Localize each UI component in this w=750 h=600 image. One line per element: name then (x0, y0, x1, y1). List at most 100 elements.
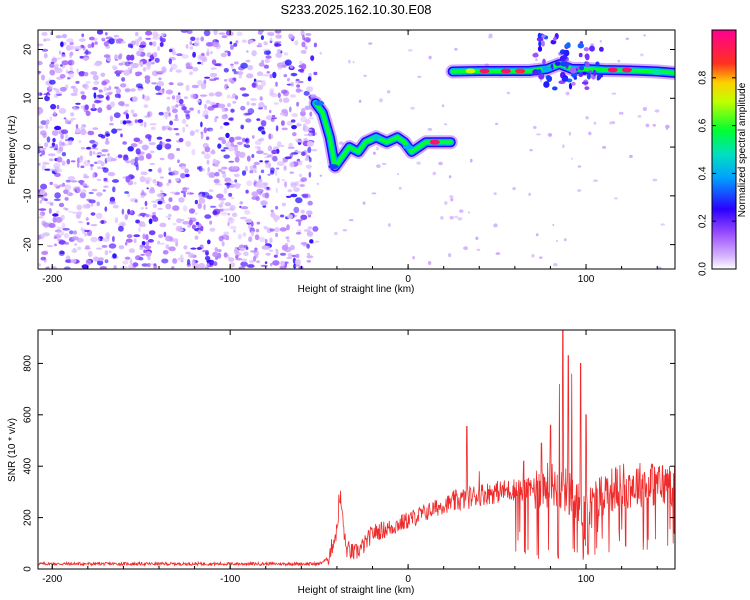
noise-speckle (244, 165, 248, 172)
noise-speckle (304, 157, 310, 162)
noise-speckle (118, 225, 124, 232)
noise-speckle (173, 128, 179, 131)
noise-speckle (101, 39, 106, 42)
noise-speckle (104, 250, 109, 256)
noise-speckle (269, 74, 273, 79)
noise-speckle (304, 105, 311, 111)
noise-speckle (244, 209, 251, 215)
noise-speckle (416, 161, 421, 165)
noise-speckle (203, 127, 207, 134)
noise-speckle (189, 107, 194, 111)
noise-speckle (258, 236, 266, 243)
noise-speckle (246, 101, 250, 106)
noise-speckle (224, 202, 232, 207)
noise-speckle (229, 44, 234, 50)
noise-speckle (58, 146, 64, 152)
noise-speckle (116, 40, 119, 44)
noise-speckle (218, 32, 226, 35)
noise-speckle (103, 185, 109, 188)
noise-speckle (108, 85, 112, 91)
noise-speckle (260, 35, 264, 40)
noise-speckle (90, 166, 93, 171)
noise-speckle (153, 51, 158, 58)
noise-speckle (201, 52, 205, 56)
noise-speckle (281, 144, 285, 148)
noise-speckle (93, 80, 100, 85)
noise-speckle (200, 133, 204, 140)
noise-speckle (260, 169, 265, 174)
noise-speckle (77, 221, 84, 224)
noise-speckle (87, 250, 93, 257)
noise-speckle (126, 123, 134, 127)
signal-speckle (585, 61, 590, 68)
y-tick-label: 20 (23, 44, 34, 56)
noise-speckle (51, 130, 59, 136)
noise-speckle (105, 96, 109, 100)
noise-speckle (45, 123, 48, 130)
noise-speckle (97, 237, 101, 242)
noise-speckle (271, 149, 277, 155)
noise-speckle (120, 221, 126, 225)
noise-speckle (251, 196, 259, 200)
noise-speckle (54, 166, 59, 173)
noise-speckle (218, 203, 223, 208)
noise-speckle (286, 224, 290, 231)
noise-speckle (70, 258, 77, 264)
noise-speckle (259, 160, 263, 163)
noise-speckle (109, 123, 114, 126)
noise-speckle (101, 244, 108, 248)
noise-speckle (264, 261, 268, 264)
noise-speckle (69, 51, 74, 56)
colorbar-gradient (711, 29, 737, 270)
noise-speckle (149, 41, 153, 46)
noise-speckle (72, 87, 79, 94)
noise-speckle (107, 171, 116, 177)
noise-speckle (246, 218, 253, 224)
noise-speckle (166, 182, 170, 187)
noise-speckle (125, 113, 129, 120)
noise-speckle (238, 74, 242, 79)
noise-speckle (363, 74, 367, 77)
signal-track-band (313, 101, 453, 169)
noise-speckle (348, 59, 351, 64)
noise-speckle (169, 69, 173, 73)
noise-speckle (172, 258, 178, 264)
noise-speckle (236, 71, 244, 75)
noise-speckle (152, 203, 158, 209)
noise-speckle (206, 51, 210, 57)
noise-speckle (96, 201, 100, 207)
noise-speckle (277, 141, 282, 148)
noise-speckle (229, 41, 233, 45)
noise-speckle (148, 142, 156, 146)
noise-speckle (381, 162, 387, 165)
noise-speckle (111, 128, 118, 134)
noise-speckle (122, 156, 129, 161)
noise-speckle (199, 94, 208, 97)
noise-speckle (247, 65, 254, 71)
noise-speckle (251, 191, 259, 198)
noise-speckle (220, 201, 225, 205)
noise-speckle (90, 107, 97, 112)
noise-speckle (308, 157, 312, 163)
noise-speckle (145, 234, 149, 241)
noise-speckle (185, 114, 191, 120)
noise-speckle (81, 33, 85, 38)
noise-speckle (304, 45, 308, 50)
colorbar: 0.0 0.2 0.4 0.6 0.8 Normalized spectral ampl… (698, 29, 748, 276)
noise-speckle (228, 217, 233, 222)
noise-speckle (92, 74, 99, 81)
noise-speckle (75, 102, 81, 105)
noise-speckle (227, 212, 231, 216)
noise-speckle (159, 176, 164, 179)
signal-peak (652, 69, 663, 75)
noise-speckle (205, 259, 212, 263)
signal-speckle (537, 69, 542, 75)
noise-speckle (103, 86, 107, 92)
noise-speckle (253, 161, 260, 166)
noise-speckle (229, 136, 235, 143)
noise-speckle (487, 36, 493, 39)
noise-speckle (89, 150, 93, 157)
noise-speckle (224, 182, 232, 186)
noise-speckle (43, 162, 50, 165)
